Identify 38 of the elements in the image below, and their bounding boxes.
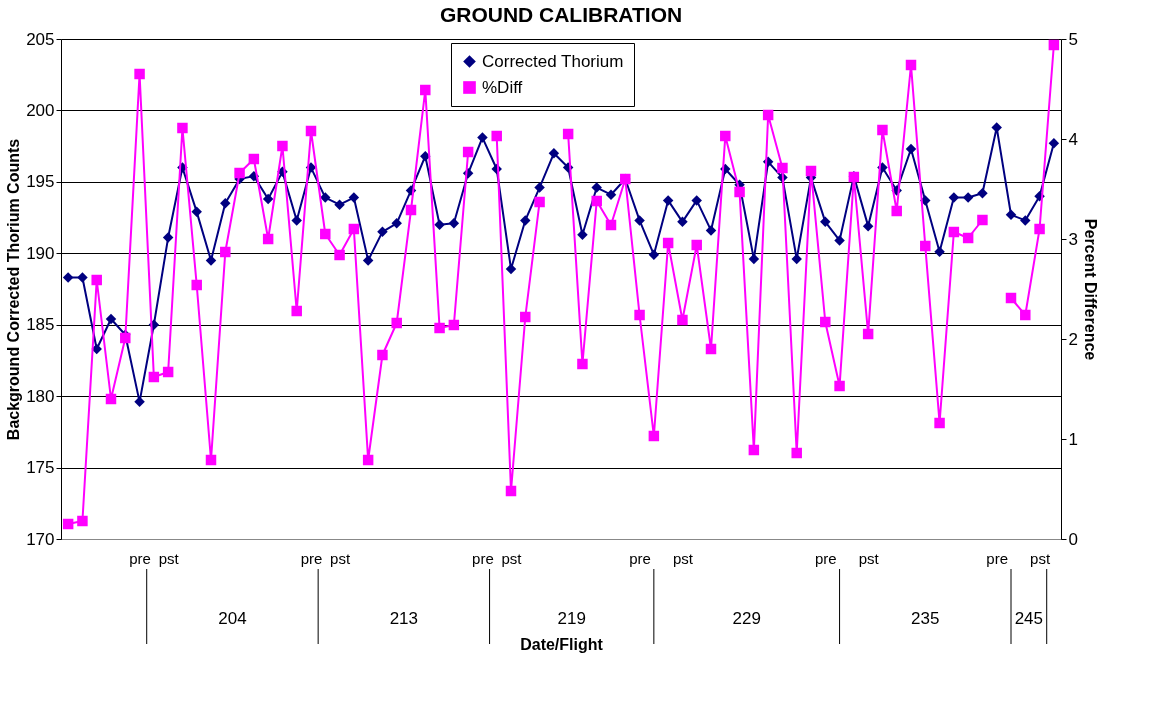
x-tick-label: pst	[672, 549, 694, 567]
text: 235	[911, 609, 940, 628]
y2-tick-label: 2	[1068, 329, 1078, 349]
y-tick-label: 190	[26, 243, 55, 263]
text: 245	[1014, 609, 1044, 628]
y-tick-label: 175	[26, 458, 55, 478]
x-tick-label: pre	[629, 549, 651, 567]
x-axis-title: Date/Flight	[520, 635, 604, 653]
legend-label: Corrected Thorium	[482, 51, 624, 71]
text: 229	[732, 609, 761, 628]
y2-tick-label: 3	[1068, 229, 1078, 249]
x-tick-label: pre	[986, 549, 1009, 567]
x-tick-label: pst	[501, 549, 523, 567]
text: 204	[218, 609, 247, 628]
x-tick-label: pst	[1030, 549, 1051, 567]
legend-label: %Diff	[482, 77, 523, 97]
x-tick-label: pst	[330, 549, 351, 567]
y-tick-label: 200	[26, 100, 55, 120]
chart-title: GROUND CALIBRATION	[439, 3, 683, 26]
y2-axis-title: Percent Difference	[1081, 218, 1099, 361]
x-tick-label: pre	[472, 549, 494, 567]
y-axis-title: Background Corrected Thorium Counts	[5, 138, 23, 441]
y2-tick-label: 4	[1068, 129, 1078, 149]
y-tick-label: 170	[26, 529, 55, 549]
y2-tick-label: 1	[1068, 429, 1078, 449]
y-tick-label: 185	[26, 315, 55, 335]
x-tick-label: pre	[300, 549, 323, 567]
y2-tick-label: 0	[1068, 529, 1078, 549]
y-tick-label: 205	[26, 29, 55, 49]
x-tick-label: pre	[814, 549, 837, 567]
y-tick-label: 195	[26, 172, 55, 192]
text: 219	[557, 609, 586, 628]
x-tick-label: pre	[129, 549, 151, 567]
y2-tick-label: 5	[1068, 29, 1078, 49]
x-tick-label: pst	[158, 549, 180, 567]
y-tick-label: 180	[26, 386, 55, 406]
x-tick-label: pst	[858, 549, 880, 567]
text: 213	[389, 609, 419, 628]
